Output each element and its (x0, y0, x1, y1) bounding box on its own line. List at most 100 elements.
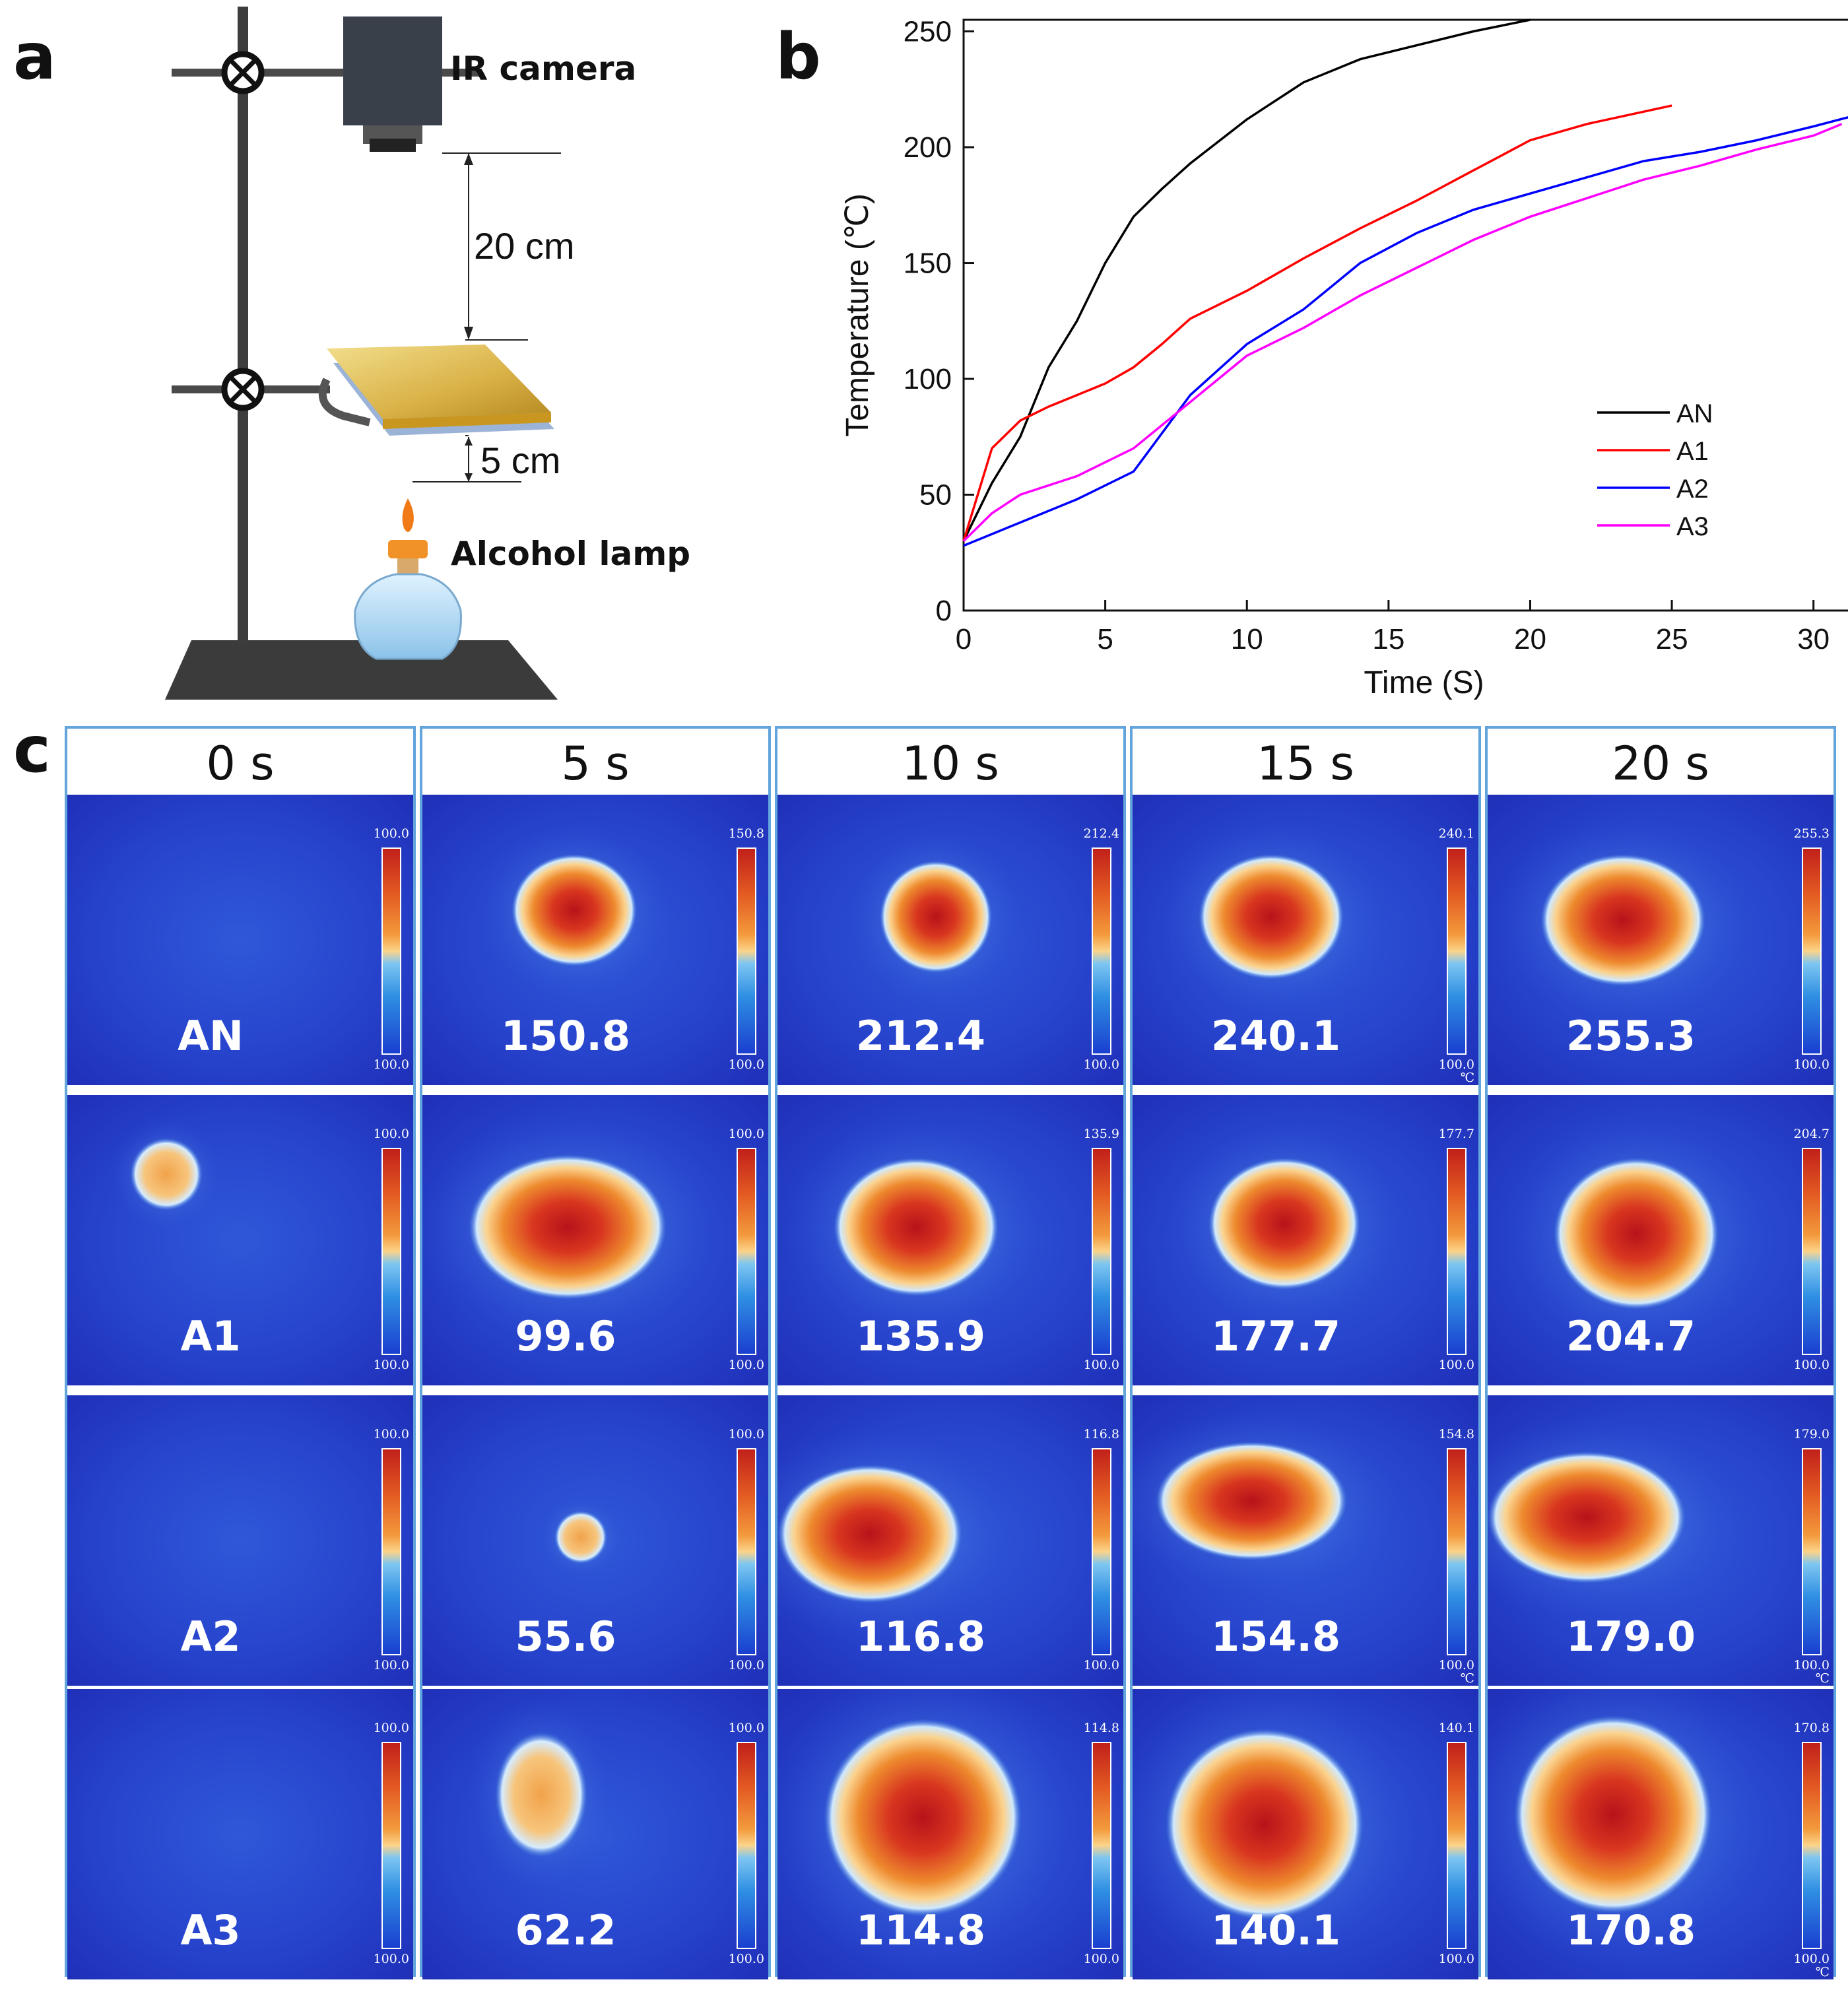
scale-max-label: 100.0 (373, 826, 409, 841)
scale-max-label: 114.8 (1083, 1721, 1119, 1735)
temperature-value: 240.1 (1210, 1012, 1341, 1060)
color-scale-bar (1447, 847, 1467, 1055)
scale-min-label: 100.0 (373, 1952, 409, 1966)
scale-min-label: 100.0 (1438, 1057, 1474, 1072)
scale-unit-label: ℃ (1460, 1071, 1474, 1085)
distance-top-label: 20 cm (474, 225, 575, 267)
thermal-image: 177.7 100.0 177.7 (1133, 1095, 1478, 1385)
temperature-value: 177.7 (1210, 1312, 1341, 1360)
scale-min-label: 100.0 (1793, 1658, 1830, 1673)
camera-label: IR camera (450, 50, 637, 88)
temperature-value: 116.8 (855, 1612, 986, 1661)
panel-label-c: c (13, 713, 51, 787)
scale-min-label: 100.0 (728, 1952, 764, 1966)
hot-spot (1158, 819, 1384, 1014)
thermal-image: 100.0 100.0 A2 (67, 1395, 413, 1686)
scale-min-label: 100.0 (1793, 1057, 1830, 1072)
temperature-value: 140.1 (1210, 1906, 1341, 1954)
thermal-image: 100.0 100.0 A1 (67, 1095, 413, 1385)
lamp-label: Alcohol lamp (451, 535, 691, 573)
scale-max-label: 116.8 (1083, 1427, 1119, 1442)
clamp-icon (221, 51, 265, 94)
scale-max-label: 212.4 (1083, 826, 1119, 841)
temperature-value: 114.8 (855, 1906, 986, 1954)
scale-min-label: 100.0 (373, 1358, 409, 1372)
x-tick-label: 20 (1514, 623, 1546, 655)
temperature-value: 255.3 (1566, 1012, 1696, 1060)
thermal-column: 15 s 240.1 100.0 ℃ 240.1 177.7 100.0 177.7 154.8… (1130, 726, 1481, 1979)
scale-max-label: 204.7 (1793, 1127, 1830, 1141)
thermal-image: 154.8 100.0 ℃ 154.8 (1133, 1395, 1478, 1686)
scale-max-label: 255.3 (1793, 826, 1830, 841)
scale-min-label: 100.0 (1083, 1358, 1119, 1372)
scale-max-label: 100.0 (373, 1721, 409, 1735)
x-tick-label: 5 (1097, 623, 1113, 655)
hot-spot (540, 1496, 622, 1578)
hot-spot (1133, 1689, 1418, 1973)
scale-max-label: 170.8 (1793, 1721, 1830, 1735)
scale-min-label: 100.0 (1083, 1057, 1119, 1072)
temperature-value: A2 (180, 1612, 241, 1661)
thermal-image: 100.0 100.0 55.6 (422, 1395, 768, 1686)
scale-min-label: 100.0 (1083, 1658, 1119, 1673)
hot-spot (1133, 1409, 1400, 1593)
hot-spot (1488, 1415, 1740, 1620)
temperature-value: 154.8 (1210, 1612, 1341, 1661)
thermal-image: 116.8 100.0 116.8 (777, 1395, 1123, 1686)
thermal-image: 100.0 100.0 99.6 (422, 1095, 768, 1385)
y-tick-label: 150 (904, 248, 952, 280)
temperature-value: 212.4 (855, 1012, 986, 1060)
temperature-value: 179.0 (1566, 1612, 1696, 1661)
scale-min-label: 100.0 (728, 1057, 764, 1072)
color-scale-bar (1092, 1448, 1111, 1655)
color-scale-bar (1447, 1148, 1467, 1355)
scale-max-label: 154.8 (1438, 1427, 1474, 1442)
color-scale-bar (1447, 1742, 1467, 1949)
hot-spot (849, 830, 1023, 1004)
temperature-value: 135.9 (855, 1312, 986, 1360)
series-line-a2 (963, 116, 1848, 547)
thermal-image: 255.3 100.0 255.3 (1488, 795, 1833, 1085)
scale-min-label: 100.0 (728, 1658, 764, 1673)
y-tick-label: 200 (904, 131, 952, 164)
color-scale-bar (381, 1742, 401, 1949)
scale-min-label: 100.0 (728, 1358, 764, 1372)
panel-label-b: b (776, 20, 821, 94)
color-scale-bar (737, 847, 756, 1055)
scale-max-label: 135.9 (1083, 1127, 1119, 1141)
color-scale-bar (737, 1448, 756, 1655)
hot-spot (1495, 818, 1751, 1022)
x-tick-label: 30 (1797, 623, 1830, 655)
series-line-a3 (962, 123, 1843, 542)
temperature-value: 170.8 (1566, 1906, 1696, 1954)
scale-unit-label: ℃ (1815, 1965, 1830, 1979)
color-scale-bar (1802, 847, 1822, 1055)
hot-spot (422, 1114, 721, 1340)
scale-unit-label: ℃ (1815, 1671, 1830, 1686)
x-tick-label: 10 (1231, 623, 1263, 655)
legend-label-an: AN (1676, 399, 1713, 428)
color-scale-bar (1802, 1148, 1822, 1355)
thermal-image: 140.1 100.0 140.1 (1133, 1689, 1478, 1979)
time-header: 5 s (561, 737, 630, 791)
thermal-image: 100.0 100.0 AN (67, 795, 413, 1085)
scale-max-label: 100.0 (373, 1427, 409, 1442)
plot-frame (962, 18, 1848, 612)
scale-min-label: 100.0 (373, 1057, 409, 1072)
temperature-value: 55.6 (515, 1612, 616, 1661)
scale-max-label: 140.1 (1438, 1721, 1474, 1735)
scale-max-label: 150.8 (728, 826, 764, 841)
legend-label-a3: A3 (1676, 512, 1709, 541)
series-line-a1 (962, 104, 1672, 542)
time-header: 20 s (1612, 737, 1709, 791)
hot-spot (1508, 1115, 1764, 1352)
hot-spot (788, 1119, 1044, 1335)
x-axis-label: Time (S) (1364, 665, 1484, 700)
distance-bottom-label: 5 cm (480, 440, 561, 481)
y-tick-label: 50 (919, 479, 952, 512)
hot-spot (469, 1697, 613, 1892)
scale-max-label: 100.0 (728, 1127, 764, 1141)
scale-min-label: 100.0 (1793, 1358, 1830, 1372)
color-scale-bar (737, 1148, 756, 1355)
temperature-value: 62.2 (515, 1906, 616, 1954)
